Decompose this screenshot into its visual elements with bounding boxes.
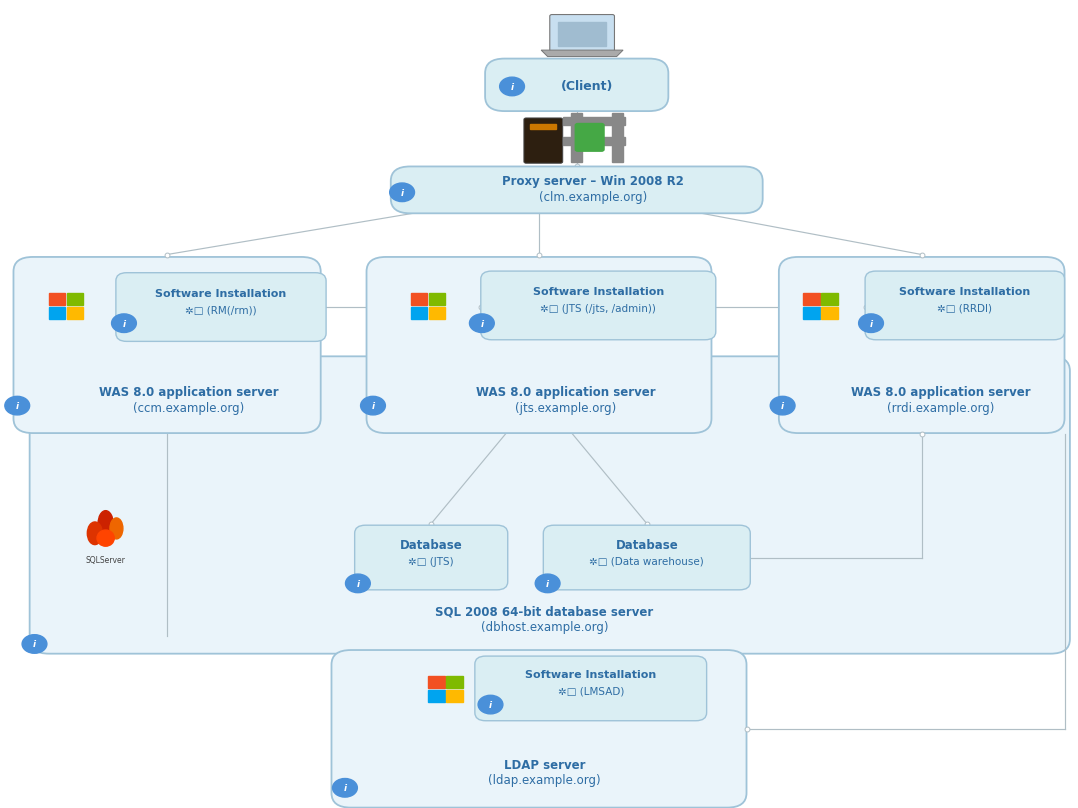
FancyBboxPatch shape (543, 525, 750, 590)
FancyBboxPatch shape (367, 257, 711, 433)
Bar (803, 307, 819, 319)
Circle shape (332, 779, 357, 797)
Bar (530, 124, 556, 129)
Text: SQL 2008 64-bit database server: SQL 2008 64-bit database server (436, 605, 653, 618)
Text: Software Installation: Software Installation (155, 289, 287, 299)
Bar (612, 113, 623, 162)
Text: Proxy server – Win 2008 R2: Proxy server – Win 2008 R2 (502, 175, 683, 188)
Polygon shape (541, 50, 623, 57)
Bar (67, 293, 83, 305)
Bar (558, 22, 606, 46)
FancyBboxPatch shape (524, 118, 563, 163)
Bar (428, 676, 444, 688)
Text: i: i (782, 402, 784, 411)
Text: ✲□ (JTS): ✲□ (JTS) (409, 557, 454, 566)
Text: WAS 8.0 application server: WAS 8.0 application server (476, 386, 655, 399)
Circle shape (470, 314, 494, 333)
Text: Software Installation: Software Installation (899, 288, 1031, 297)
Text: (dbhost.example.org): (dbhost.example.org) (481, 621, 608, 633)
FancyBboxPatch shape (332, 650, 746, 808)
FancyBboxPatch shape (14, 257, 321, 433)
Text: i: i (357, 579, 359, 589)
Circle shape (112, 314, 136, 333)
Text: (clm.example.org): (clm.example.org) (539, 191, 647, 204)
Text: ✲□ (RM(/rm)): ✲□ (RM(/rm)) (185, 305, 257, 315)
Text: (rrdi.example.org): (rrdi.example.org) (887, 402, 995, 415)
FancyBboxPatch shape (391, 166, 763, 213)
Bar (446, 690, 462, 702)
Bar (821, 293, 838, 305)
Circle shape (500, 77, 525, 96)
Circle shape (770, 397, 796, 415)
FancyBboxPatch shape (355, 525, 508, 590)
Circle shape (390, 183, 414, 201)
Bar (803, 293, 819, 305)
Text: i: i (489, 701, 492, 710)
Ellipse shape (98, 511, 113, 537)
Circle shape (360, 397, 386, 415)
Text: Database: Database (400, 539, 462, 552)
Bar (563, 117, 625, 125)
Text: WAS 8.0 application server: WAS 8.0 application server (99, 386, 278, 399)
FancyBboxPatch shape (485, 59, 668, 111)
Circle shape (858, 314, 884, 333)
Text: i: i (870, 319, 872, 329)
Ellipse shape (110, 518, 123, 539)
Text: ✲□ (RRDI): ✲□ (RRDI) (937, 304, 993, 314)
Ellipse shape (87, 522, 102, 545)
Text: Software Installation: Software Installation (525, 671, 657, 680)
FancyBboxPatch shape (865, 271, 1065, 339)
Text: WAS 8.0 application server: WAS 8.0 application server (852, 386, 1031, 399)
Circle shape (535, 574, 561, 593)
Circle shape (5, 397, 30, 415)
Text: i: i (401, 188, 403, 198)
Bar (446, 676, 462, 688)
Text: (jts.example.org): (jts.example.org) (515, 402, 617, 415)
Text: i: i (33, 640, 36, 650)
Text: (ldap.example.org): (ldap.example.org) (488, 774, 600, 788)
Circle shape (23, 635, 47, 653)
Bar (429, 293, 445, 305)
Text: i: i (372, 402, 374, 411)
Text: LDAP server: LDAP server (503, 759, 585, 772)
FancyBboxPatch shape (550, 15, 614, 52)
Text: i: i (481, 319, 483, 329)
Bar (67, 307, 83, 319)
Text: (ccm.example.org): (ccm.example.org) (133, 402, 245, 415)
Text: i: i (511, 82, 513, 92)
Text: Software Installation: Software Installation (533, 288, 664, 297)
Bar (563, 137, 625, 145)
Text: SQLServer: SQLServer (86, 556, 125, 565)
Bar (49, 307, 65, 319)
Text: i: i (344, 784, 346, 793)
Text: ✲□ (Data warehouse): ✲□ (Data warehouse) (590, 557, 704, 566)
Text: ✲□ (JTS (/jts, /admin)): ✲□ (JTS (/jts, /admin)) (540, 304, 657, 314)
Bar (428, 690, 444, 702)
FancyBboxPatch shape (575, 123, 605, 152)
Circle shape (345, 574, 371, 593)
Bar (571, 113, 582, 162)
Text: i: i (123, 319, 125, 329)
Bar (821, 307, 838, 319)
Bar (49, 293, 65, 305)
Circle shape (479, 695, 502, 714)
Ellipse shape (97, 530, 114, 546)
Text: (Client): (Client) (562, 80, 613, 93)
Bar (411, 293, 427, 305)
Bar (411, 307, 427, 319)
FancyBboxPatch shape (778, 257, 1064, 433)
Text: ✲□ (LMSAD): ✲□ (LMSAD) (557, 687, 624, 696)
FancyBboxPatch shape (475, 656, 707, 721)
Text: Database: Database (616, 539, 678, 552)
Text: i: i (16, 402, 18, 411)
FancyBboxPatch shape (481, 271, 716, 339)
Text: i: i (547, 579, 549, 589)
FancyBboxPatch shape (115, 273, 326, 341)
FancyBboxPatch shape (30, 356, 1069, 654)
Bar (429, 307, 445, 319)
